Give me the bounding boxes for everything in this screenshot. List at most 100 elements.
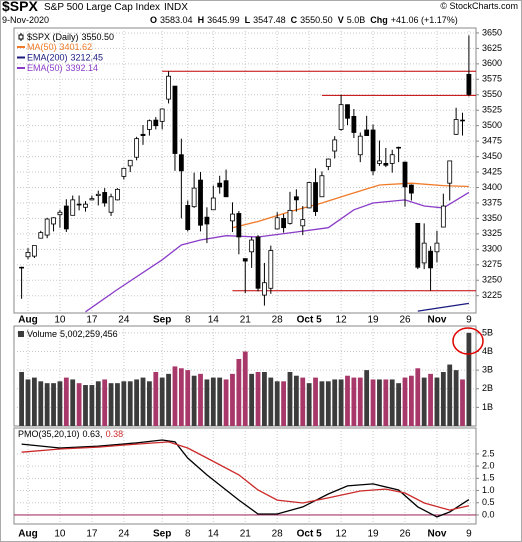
- candle-body: [140, 133, 146, 136]
- volume-bar: [345, 375, 350, 426]
- x-tick-label: 14: [208, 529, 220, 540]
- y-tick-label: 1B: [482, 402, 493, 412]
- highlight-circle: [452, 327, 484, 355]
- quote-value: 5.0B: [347, 15, 366, 25]
- legend-name: Volume: [27, 329, 57, 339]
- volume-bar: [25, 379, 31, 426]
- volume-bar: [466, 332, 472, 426]
- legend-value: 0.63,: [83, 429, 103, 439]
- volume-bar: [262, 371, 267, 426]
- candle-body: [204, 216, 210, 225]
- y-tick-label: 3325: [482, 228, 502, 238]
- legend-entry: $SPX (Daily) 3550.50: [27, 32, 114, 42]
- candle-body: [249, 239, 255, 253]
- candle-body: [185, 205, 191, 230]
- candle-body: [351, 116, 357, 133]
- candle-body: [115, 188, 120, 201]
- volume-bar: [70, 379, 76, 426]
- quote-label: C: [291, 15, 298, 25]
- candle-body: [108, 196, 114, 213]
- volume-bar: [332, 379, 338, 426]
- y-tick-label: 3425: [482, 166, 502, 176]
- y-tick-label: 3225: [482, 290, 502, 300]
- x-tick-label: 28: [272, 315, 284, 326]
- legend-entry: PMO(35,20,10) 0.63, 0.38: [18, 429, 123, 439]
- volume-bar: [389, 379, 395, 426]
- x-tick-label: 12: [336, 315, 348, 326]
- volume-bar: [434, 377, 440, 426]
- candle-body: [57, 211, 63, 216]
- candle-body: [332, 139, 338, 152]
- y-tick-label: 3550: [482, 89, 502, 99]
- legend-value: 3392.14: [66, 63, 99, 73]
- candle-body: [44, 218, 50, 236]
- y-tick-label: 3B: [482, 365, 493, 375]
- candle-body: [76, 203, 82, 206]
- indicator-line: [417, 302, 469, 312]
- y-tick-label: 4B: [482, 346, 493, 356]
- y-tick-label: 5B: [482, 327, 493, 337]
- volume-bar: [44, 383, 50, 426]
- volume-bar: [313, 377, 318, 426]
- volume-bar: [191, 375, 197, 426]
- x-tick-label: 26: [399, 315, 411, 326]
- index-name: S&P 500 Large Cap Index: [44, 2, 160, 13]
- volume-bar: [428, 373, 433, 426]
- candle-body: [223, 180, 229, 198]
- volume-bar: [172, 366, 178, 426]
- quote-value: 3547.48: [253, 15, 286, 25]
- candle-body: [146, 120, 152, 130]
- candle-body: [217, 182, 223, 188]
- candle-body: [159, 108, 165, 122]
- indicator-line: [21, 439, 470, 518]
- volume-bar: [255, 371, 261, 426]
- legend-value: 3401.62: [60, 42, 93, 52]
- volume-bar: [293, 375, 299, 426]
- volume-bar: [108, 383, 114, 426]
- y-tick-label: 3400: [482, 182, 502, 192]
- candle-body: [325, 158, 331, 167]
- legend-name: EMA(50): [27, 63, 63, 73]
- indicator-line: [232, 182, 469, 229]
- x-tick-label: 19: [367, 315, 379, 326]
- candle-body: [262, 282, 267, 296]
- volume-bar: [408, 375, 414, 426]
- volume-bar: [396, 383, 402, 426]
- legend-value: 0.38: [106, 429, 124, 439]
- candle-body: [415, 222, 421, 268]
- candle-body: [357, 135, 363, 156]
- volume-bar: [83, 385, 88, 426]
- legend-entry: Volume 5,002,259,456: [27, 329, 118, 339]
- x-tick-label: 12: [336, 529, 348, 540]
- y-tick-label: 2.0: [482, 460, 495, 470]
- y-tick-label: 3475: [482, 136, 502, 146]
- x-tick-label: 9: [466, 529, 472, 540]
- volume-bar: [440, 371, 446, 426]
- candle-body: [453, 119, 459, 135]
- symbol: $SPX: [2, 0, 38, 14]
- x-tick-label: Aug: [18, 315, 37, 326]
- volume-bar: [402, 377, 408, 426]
- volume-bar: [57, 381, 63, 426]
- volume-bar: [415, 368, 421, 426]
- x-tick-label: 17: [86, 529, 98, 540]
- volume-bar: [377, 379, 382, 426]
- x-tick-label: 8: [185, 529, 191, 540]
- quote-value: 3550.50: [300, 15, 333, 25]
- candle-body: [210, 197, 216, 211]
- candle-body: [460, 119, 465, 122]
- candle-body: [293, 196, 299, 201]
- x-tick-label: 21: [240, 315, 252, 326]
- header-line: S&P 500 Large Cap Index INDX: [44, 2, 188, 13]
- candle-body: [38, 232, 44, 239]
- candle-body: [338, 104, 344, 130]
- volume-bar: [210, 377, 216, 426]
- candle-body: [51, 217, 56, 225]
- credit: © StockCharts.com: [440, 1, 518, 11]
- volume-bar: [447, 364, 453, 426]
- volume-bar: [268, 377, 274, 426]
- volume-bar: [95, 381, 101, 426]
- quote-label: V: [338, 15, 344, 25]
- candle-body: [70, 199, 76, 216]
